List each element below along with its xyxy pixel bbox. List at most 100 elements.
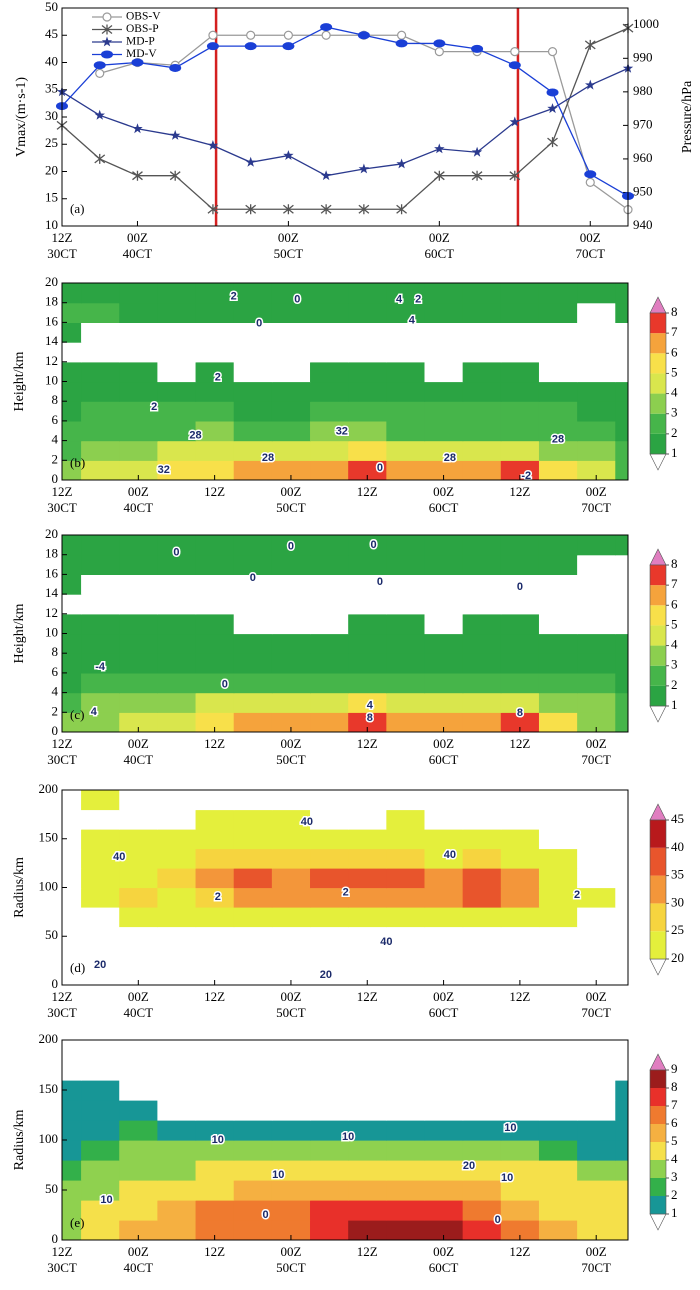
colorbar-frame (649, 819, 667, 960)
cell (157, 440, 197, 461)
cell (119, 868, 158, 889)
cell (233, 574, 273, 595)
cell (157, 907, 197, 928)
cell (538, 460, 578, 480)
cell (386, 554, 426, 575)
cell (500, 381, 540, 402)
cell (157, 1200, 197, 1221)
cell (81, 1200, 120, 1221)
cell (62, 283, 82, 304)
y-tick-label: 2 (52, 451, 59, 466)
cell (615, 535, 628, 556)
x-tick-label: 00Z 40CT (124, 1244, 154, 1275)
cell (386, 440, 426, 461)
cell (538, 594, 578, 615)
cell (81, 1100, 120, 1121)
cell (424, 1040, 464, 1061)
cell (195, 672, 235, 694)
plot-frame (61, 534, 629, 733)
marker (510, 46, 520, 57)
x-tick-label: 12Z (357, 989, 378, 1004)
y-tick-label: 940 (633, 217, 653, 232)
cell (195, 633, 235, 654)
cell (81, 672, 120, 694)
cell (348, 1200, 387, 1221)
x-tick-label: 00Z 40CT (123, 230, 153, 261)
cell (119, 1080, 158, 1101)
cell (615, 887, 628, 908)
cell (538, 440, 578, 461)
colorbar-label: 6 (671, 344, 678, 359)
cell (157, 1160, 197, 1181)
x-tick-label: 12Z (357, 736, 378, 751)
cell (577, 1080, 616, 1101)
x-tick-label: 00Z 50CT (276, 1244, 306, 1275)
cell (462, 829, 502, 850)
cell (348, 790, 387, 811)
y-tick-label: 15 (45, 190, 58, 205)
x-tick-label: 00Z 60CT (429, 989, 459, 1020)
cell (62, 1200, 82, 1221)
x-tick-label: 00Z 40CT (124, 484, 154, 515)
colorbar-label: 9 (671, 1061, 678, 1076)
cell (538, 653, 578, 674)
cell (577, 1160, 616, 1181)
cell (424, 1220, 464, 1240)
cell (233, 401, 273, 422)
cell (233, 554, 273, 575)
y-tick-label: 50 (45, 0, 58, 14)
cell (119, 1140, 158, 1161)
cell (271, 653, 311, 674)
cell (157, 1120, 197, 1141)
cell (62, 829, 82, 850)
contour-label: 2 (343, 886, 349, 898)
marker (357, 31, 370, 40)
cell (462, 712, 502, 732)
cell (348, 1220, 387, 1240)
x-tick-label: 12Z (357, 1244, 378, 1259)
cell (577, 283, 616, 304)
y-tick-label: 100 (39, 878, 59, 893)
cell (615, 1080, 628, 1101)
cell (386, 283, 426, 304)
cell (386, 848, 426, 869)
cell (195, 868, 235, 889)
cell (271, 1100, 311, 1121)
field (62, 1040, 628, 1240)
cell (310, 420, 349, 442)
marker (132, 170, 143, 181)
cell (310, 322, 349, 343)
cell (233, 535, 273, 556)
marker (102, 12, 112, 22)
cell (348, 868, 387, 889)
cell (81, 1180, 120, 1201)
cell (348, 809, 387, 830)
legend-label: MD-V (126, 48, 157, 60)
cell (538, 887, 578, 908)
cell (348, 907, 387, 928)
cell (62, 1120, 82, 1141)
cell (577, 633, 616, 654)
cell (348, 322, 387, 343)
cell (119, 613, 158, 635)
series-line (61, 67, 629, 177)
colorbar-band (650, 1160, 666, 1178)
cell (538, 302, 578, 323)
colorbar-label: 7 (671, 576, 678, 591)
cell (500, 633, 540, 654)
cell (157, 1040, 197, 1061)
y-tick-label: 0 (52, 976, 59, 991)
cell (233, 1040, 273, 1061)
colorbar-label: 35 (671, 867, 684, 882)
y-tick-label: 0 (52, 723, 59, 738)
cell (500, 653, 540, 674)
colorbar-band (650, 353, 666, 374)
cell (615, 692, 628, 713)
cell (233, 946, 273, 967)
cell (195, 302, 235, 323)
cell (386, 829, 426, 850)
marker (434, 46, 444, 57)
y-tick-label: 6 (52, 664, 59, 679)
cell (500, 946, 540, 967)
colorbar-label: 2 (671, 425, 678, 440)
